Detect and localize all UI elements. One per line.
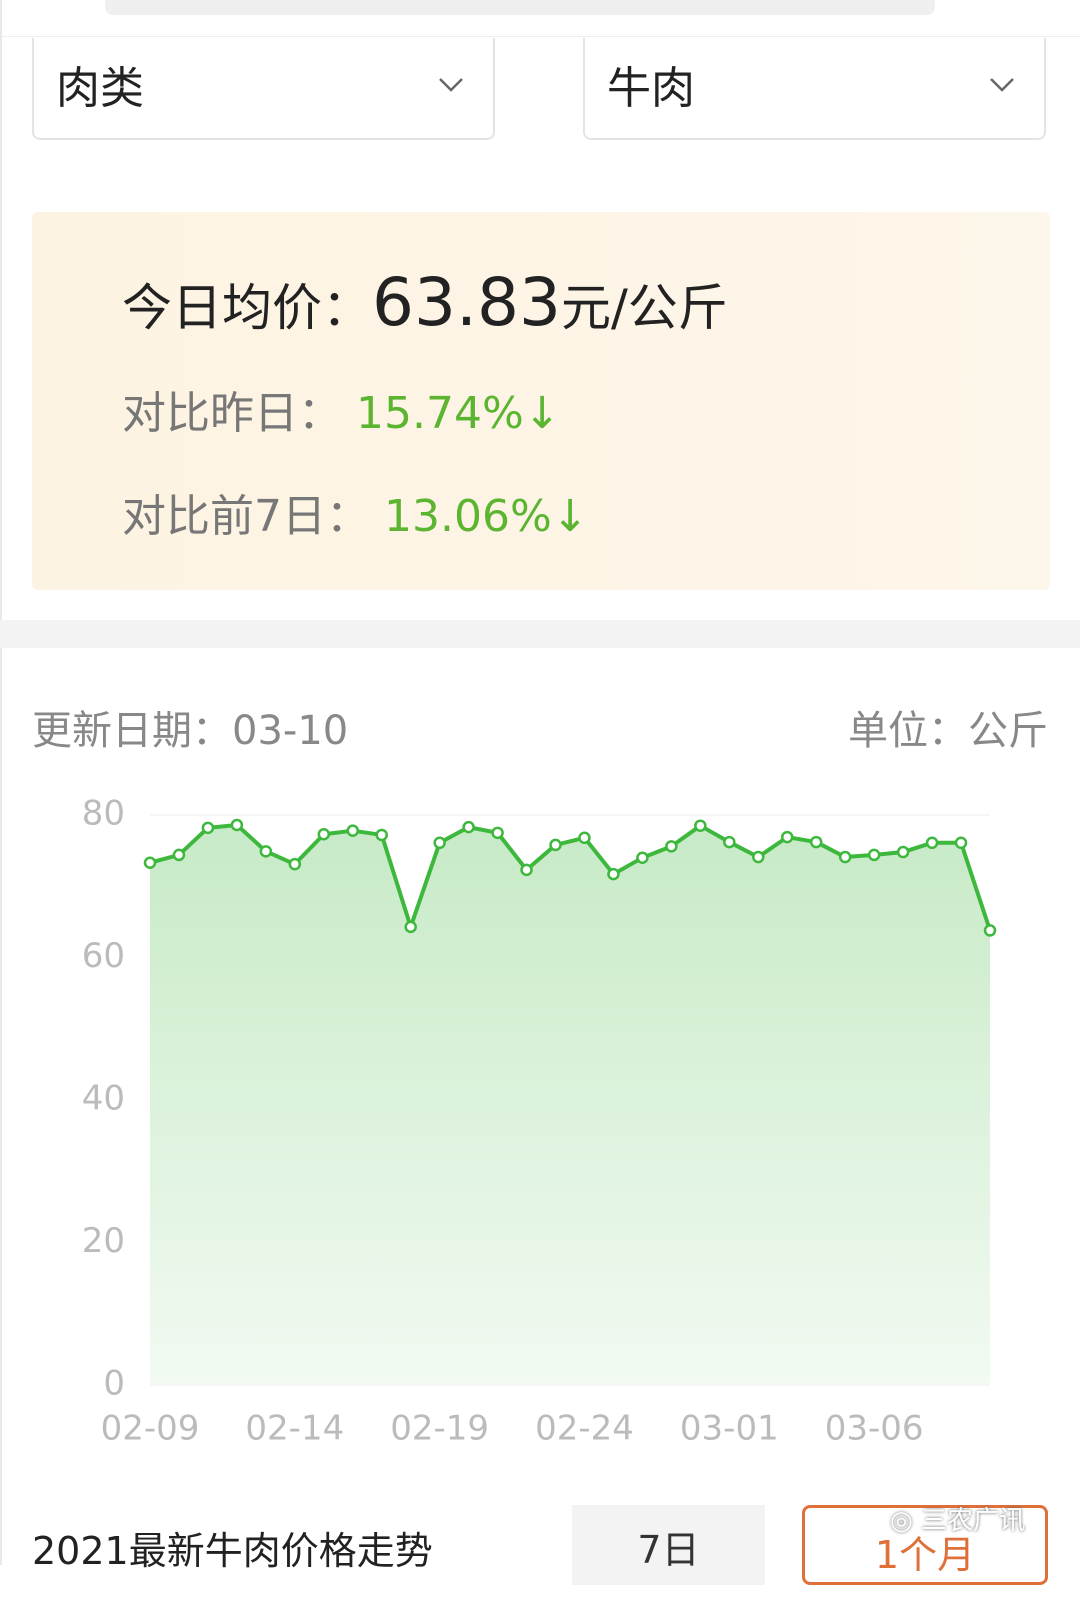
watermark-text: 三农广讯 xyxy=(920,1506,1025,1536)
x-tick-label: 03-06 xyxy=(825,1409,924,1449)
x-tick-label: 02-24 xyxy=(535,1409,634,1449)
point xyxy=(346,824,360,837)
edge xyxy=(0,0,2,1565)
point xyxy=(491,826,504,840)
y-tick-label: 0 xyxy=(103,1364,125,1404)
point xyxy=(665,840,678,853)
compare-label: 对比昨日： xyxy=(122,388,342,439)
point xyxy=(404,920,417,934)
chevron xyxy=(439,78,463,92)
price-row: 今日均价： 63.83 元/公斤 xyxy=(122,264,728,341)
y-tick-label: 60 xyxy=(82,936,125,976)
point xyxy=(780,830,794,844)
point xyxy=(867,848,881,862)
point xyxy=(896,845,910,859)
x-tick-label: 02-19 xyxy=(390,1409,489,1449)
compare-row: 对比前7日： 13.06%↓ xyxy=(122,480,589,544)
point xyxy=(983,924,997,937)
point xyxy=(954,836,968,850)
point xyxy=(375,828,388,842)
chevron xyxy=(990,78,1014,92)
point xyxy=(230,818,244,832)
point xyxy=(694,819,707,832)
product-select[interactable]: 牛肉 xyxy=(583,38,1046,140)
price-label: 今日均价： xyxy=(122,279,372,337)
x-tick-label: 02-09 xyxy=(101,1409,200,1449)
point xyxy=(607,867,620,881)
tab[interactable]: 7日 xyxy=(572,1505,765,1585)
select-text: 肉类 xyxy=(56,63,144,114)
point xyxy=(549,838,562,852)
point xyxy=(143,856,157,869)
y-tick-label: 80 xyxy=(82,794,125,834)
point xyxy=(838,850,852,864)
compare-value: 15.74%↓ xyxy=(356,388,561,439)
point xyxy=(433,836,446,850)
chart: 0 20 40 60 80 02-09 02-14 02-19 02-24 03-01 03-06 xyxy=(82,794,997,1449)
point xyxy=(723,835,736,849)
select-text: 牛肉 xyxy=(607,63,695,114)
point xyxy=(201,821,215,835)
compare-value: 13.06%↓ xyxy=(384,491,589,542)
point xyxy=(462,820,475,834)
section-title: 2021最新牛肉价格走势 xyxy=(32,1529,433,1573)
divider xyxy=(0,36,1080,37)
update-date: 更新日期：03-10 xyxy=(32,708,349,754)
point xyxy=(752,850,765,864)
x-tick-label: 02-14 xyxy=(245,1409,344,1449)
top-bar xyxy=(105,0,935,15)
point xyxy=(636,851,649,864)
summary-card: 今日均价： 63.83 元/公斤 对比昨日： 15.74%↓ 对比前7日： 13… xyxy=(32,212,1050,590)
compare-row: 对比昨日： 15.74%↓ xyxy=(122,377,561,441)
y-tick-label: 40 xyxy=(82,1079,125,1119)
price-unit: 元/公斤 xyxy=(560,279,728,337)
category-select[interactable]: 肉类 xyxy=(32,38,495,140)
point xyxy=(288,857,302,871)
compare-label: 对比前7日： xyxy=(122,491,370,542)
watermark: ◎ 三农广讯 xyxy=(890,1506,1025,1536)
point xyxy=(317,827,331,841)
price-value: 63.83 xyxy=(372,264,561,341)
point xyxy=(925,836,939,850)
point xyxy=(172,848,186,862)
point xyxy=(259,845,273,858)
separator xyxy=(0,620,1080,648)
x-tick-label: 03-01 xyxy=(680,1409,779,1449)
unit-label: 单位：公斤 xyxy=(848,708,1048,754)
point xyxy=(809,835,823,849)
area xyxy=(150,824,990,1385)
point xyxy=(578,831,591,845)
point xyxy=(520,863,533,877)
y-tick-label: 20 xyxy=(82,1221,125,1261)
